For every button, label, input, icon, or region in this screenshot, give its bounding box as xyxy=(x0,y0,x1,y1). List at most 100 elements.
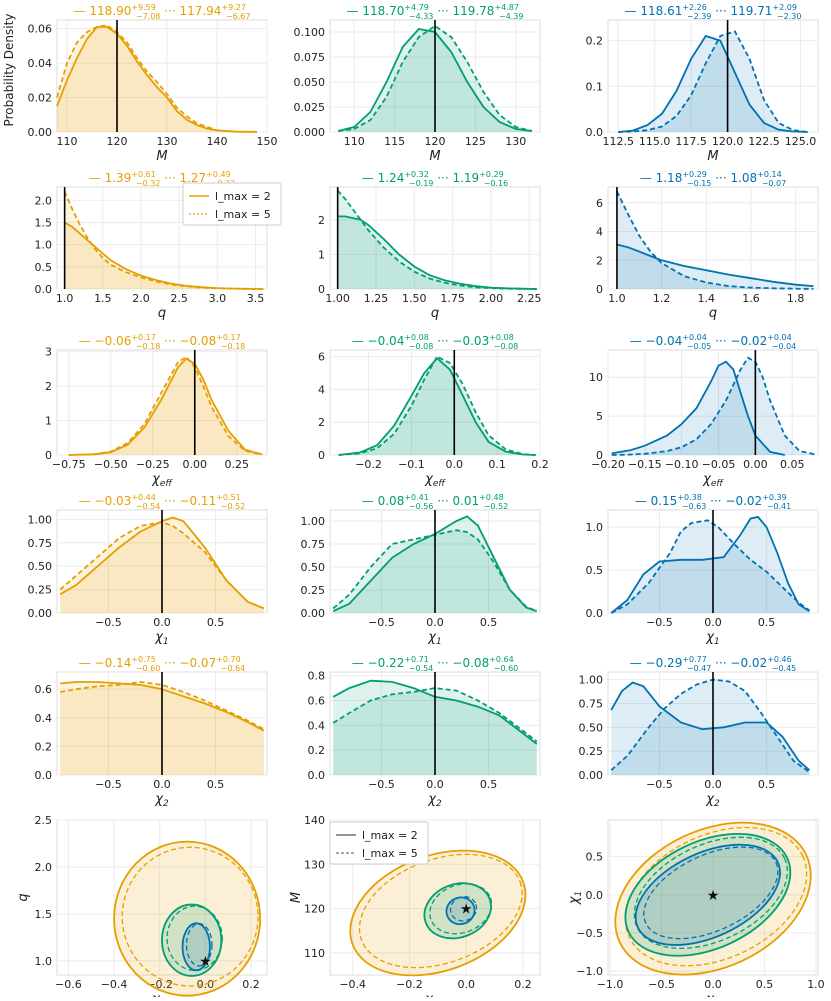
y-tick-label: 0.100 xyxy=(294,26,326,39)
x-tick-label: 0.0 xyxy=(426,778,444,791)
x-tick-label: 120 xyxy=(107,135,128,148)
x-tick-label: 125.0 xyxy=(785,135,817,148)
density-fill-dashed xyxy=(611,679,810,775)
density-fill-solid xyxy=(64,222,264,289)
x-tick-label: −0.6 xyxy=(55,978,82,991)
y-tick-label: 0.5 xyxy=(586,564,604,577)
y-tick-label: 0.75 xyxy=(579,697,604,710)
density-fill-dashed xyxy=(616,191,814,289)
x-tick-label: 112.5 xyxy=(602,135,634,148)
x-tick-label: 1.0 xyxy=(56,292,74,305)
x-tick-label: 130 xyxy=(157,135,178,148)
annotation-text: — 118.70+4.79 −4.33 ··· 119.78+4.87 −4.39 xyxy=(347,3,524,21)
y-tick-label: 1.5 xyxy=(35,908,53,921)
density-line-solid xyxy=(610,681,810,771)
x-tick-label: 122.5 xyxy=(748,135,780,148)
x-tick-label: 1.25 xyxy=(364,292,389,305)
x-tick-label: 1.4 xyxy=(698,292,716,305)
y-tick-label: 0.00 xyxy=(28,126,53,139)
x-tick-label: −0.5 xyxy=(646,778,673,791)
y-tick-label: 0.04 xyxy=(28,57,53,70)
x-tick-label: 0.5 xyxy=(758,778,776,791)
x-axis-label: q xyxy=(709,306,717,321)
density-line-solid xyxy=(337,215,537,290)
contour-orange-dashed xyxy=(121,846,259,987)
x-tick-label: 125 xyxy=(465,135,486,148)
legend-1d: l_max = 2 l_max = 5 xyxy=(182,182,282,226)
legend-1d-dashed-label: l_max = 5 xyxy=(215,208,271,221)
y-tick-label: 2.0 xyxy=(35,861,53,874)
density-line-dashed xyxy=(338,355,536,456)
x-tick-label: −0.2 xyxy=(355,458,382,471)
y-tick-label: 0.4 xyxy=(308,719,326,732)
density-fill-dashed xyxy=(68,356,262,455)
y-tick-label: −0.5 xyxy=(576,927,603,940)
panel-chi1-blue: −0.5 0.0 0.50.00.51.0χ1— 0.15+0.38 −0.63 ··… xyxy=(586,493,819,647)
x-tick-label: −0.5 xyxy=(95,616,122,629)
x-tick-label: 0.0 xyxy=(704,978,722,991)
x-tick-label: 0.0 xyxy=(457,978,475,991)
x-tick-label: 0.5 xyxy=(207,616,225,629)
y-tick-label: 0.0 xyxy=(35,283,53,296)
y-tick-label: 10 xyxy=(589,371,603,384)
y-tick-label: 0 xyxy=(596,449,603,462)
annotation-text: — 118.61+2.26 −2.39 ··· 119.71+2.09 −2.30 xyxy=(625,3,802,21)
y-tick-label: 0.50 xyxy=(301,561,326,574)
y-tick-label: 4 xyxy=(596,226,603,239)
panel-q-green: 1.00 1.25 1.50 1.75 2.00 2.25 0 1 2 q — 1.24+0.32−… xyxy=(318,170,542,321)
panel-chi2-green: −0.5 0.0 0.50.00.20.40.60.8χ2— −0.22+0.71−… xyxy=(308,655,541,809)
x-tick-label: 0.5 xyxy=(756,978,774,991)
y-tick-label: 3 xyxy=(45,346,52,359)
annotation-text: — 118.90+9.59 −7.08 ··· 117.94+9.27 −6.67 xyxy=(74,3,251,21)
y-tick-label: 0.1 xyxy=(586,80,604,93)
y-tick-label: 0 xyxy=(318,449,325,462)
contour-green-solid xyxy=(161,903,223,977)
x-tick-label: 120 xyxy=(425,135,446,148)
density-line-dashed xyxy=(618,30,808,133)
density-fill-dashed xyxy=(64,191,264,289)
y-tick-label: 1.0 xyxy=(35,955,53,968)
x-axis-label: M xyxy=(156,149,167,164)
truth-star: ★ xyxy=(460,902,473,918)
x-tick-label: −0.1 xyxy=(398,458,425,471)
y-tick-label: 1.00 xyxy=(301,515,326,528)
x-tick-label: 2.25 xyxy=(517,292,542,305)
x-tick-label: 0.1 xyxy=(488,458,506,471)
density-fill-dashed xyxy=(611,357,815,455)
x-tick-label: 3.0 xyxy=(209,292,227,305)
x-tick-label: 0.0 xyxy=(704,616,722,629)
annotation-text: — −0.04+0.08 −0.08 ··· −0.03+0.08 −0.08 xyxy=(352,333,519,351)
density-fill-solid xyxy=(611,361,785,455)
density-fill-dashed xyxy=(57,25,257,133)
y-tick-label: 0.5 xyxy=(586,851,604,864)
y-tick-label: 0.6 xyxy=(35,683,53,696)
density-line-solid xyxy=(332,515,538,613)
x-tick-label: 0.0 xyxy=(153,616,171,629)
annotation-text: — 0.08+0.41 −0.56 ··· 0.01+0.48 −0.52 xyxy=(362,493,508,511)
x-tick-label: −0.10 xyxy=(665,458,699,471)
truth-star: ★ xyxy=(199,954,212,970)
y-tick-label: 110 xyxy=(304,947,325,960)
y-tick-label: 1.0 xyxy=(586,521,604,534)
y-tick-label: 2 xyxy=(318,214,325,227)
x-tick-label: −0.5 xyxy=(368,616,395,629)
annotation-text: — 0.15+0.38 −0.63 ··· −0.02+0.39 −0.41 xyxy=(635,493,791,511)
y-tick-label: 0.2 xyxy=(35,740,53,753)
annotation-text: — −0.04+0.04 −0.05 ··· −0.02+0.04 −0.04 xyxy=(630,333,797,351)
x-tick-label: −1.0 xyxy=(597,978,624,991)
x-tick-label: 2.00 xyxy=(479,292,504,305)
panel-chi2-orange: −0.5 0.0 0.50.00.20.40.6χ2— −0.14+0.75 −0.6… xyxy=(35,655,268,809)
contour-orange-dashed xyxy=(358,853,523,969)
density-line-solid xyxy=(611,360,785,456)
x-tick-label: −0.5 xyxy=(648,978,675,991)
y-tick-label: 0.75 xyxy=(28,537,53,550)
y-tick-label: 0.75 xyxy=(301,538,326,551)
y-tick-label: 2.0 xyxy=(35,194,53,207)
y-tick-label: 0.00 xyxy=(301,607,326,620)
legend-1d-solid-label: l_max = 2 xyxy=(215,190,271,203)
x-tick-label: 110 xyxy=(344,135,365,148)
density-line-dashed xyxy=(68,355,263,456)
